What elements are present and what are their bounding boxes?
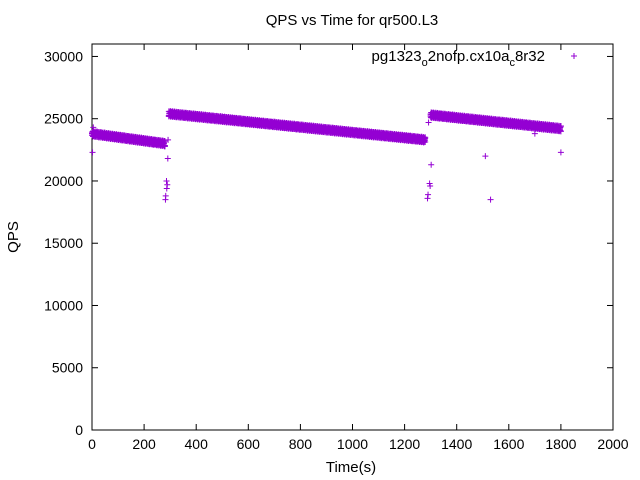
data-point-2654 — [557, 123, 564, 130]
data-points — [89, 108, 564, 203]
data-point-422 — [161, 143, 168, 150]
plot-frame — [91, 43, 614, 431]
axis-ticks: 0 200 400 600 800 1000 1200 1400 1600 1800 2000050… — [44, 44, 629, 452]
x-tick-label-10: 2000 — [597, 436, 628, 452]
legend-label-sub-2: c — [509, 57, 515, 69]
data-point-421 — [161, 138, 168, 145]
data-point-2670 — [482, 153, 489, 160]
y-tick-label-1: 5000 — [52, 360, 83, 376]
data-point-2666 — [425, 119, 432, 126]
legend: pg1323o2nofp.cx10ac8r32 — [372, 48, 577, 69]
y-tick-label-4: 20000 — [44, 173, 83, 189]
legend-label-part-2: 2nofp.cx10a — [428, 48, 510, 65]
y-tick-label-5: 25000 — [44, 111, 83, 127]
x-tick-label-2: 400 — [185, 436, 209, 452]
x-tick-label-3: 600 — [237, 436, 261, 452]
y-tick-label-6: 30000 — [44, 48, 83, 64]
data-point-2662 — [164, 155, 171, 162]
legend-marker — [571, 53, 577, 59]
x-tick-label-4: 800 — [289, 436, 313, 452]
data-point-2653 — [557, 128, 564, 135]
y-tick-label-2: 10000 — [44, 297, 83, 313]
data-point-2665 — [425, 191, 432, 198]
data-point-2669 — [428, 161, 435, 168]
x-tick-label-5: 1000 — [337, 436, 368, 452]
chart-title: QPS vs Time for qr500.L3 — [266, 12, 439, 29]
legend-label-part-3: 8r32 — [515, 48, 545, 65]
legend-marker-plus — [571, 53, 577, 59]
data-point-2656 — [90, 124, 97, 131]
x-tick-label-7: 1400 — [441, 436, 472, 452]
data-point-2668 — [427, 182, 434, 189]
x-tick-label-0: 0 — [88, 436, 96, 452]
data-point-2663 — [165, 136, 172, 143]
legend-label-sub-1: o — [422, 57, 428, 69]
x-tick-label-8: 1600 — [493, 436, 524, 452]
data-point-2660 — [163, 185, 170, 192]
data-point-2671 — [487, 196, 494, 203]
x-tick-label-9: 1800 — [545, 436, 576, 452]
x-axis-label: Time(s) — [326, 459, 376, 476]
data-point-2651 — [557, 124, 564, 131]
data-point-2673 — [557, 149, 564, 156]
x-tick-label-6: 1200 — [389, 436, 420, 452]
y-axis-label: QPS — [5, 221, 22, 253]
legend-label: pg1323o2nofp.cx10ac8r32 — [372, 48, 545, 69]
legend-label-part-1: pg1323 — [372, 48, 422, 65]
x-tick-label-1: 200 — [132, 436, 156, 452]
data-point-2655 — [89, 149, 96, 156]
data-point-1901 — [422, 135, 429, 142]
data-point-2672 — [531, 130, 538, 137]
data-point-2658 — [162, 192, 169, 199]
data-point-2661 — [164, 181, 171, 188]
y-tick-label-0: 0 — [75, 422, 83, 438]
data-point-2659 — [163, 177, 170, 184]
data-point-2664 — [424, 195, 431, 202]
y-tick-label-3: 15000 — [44, 235, 83, 251]
